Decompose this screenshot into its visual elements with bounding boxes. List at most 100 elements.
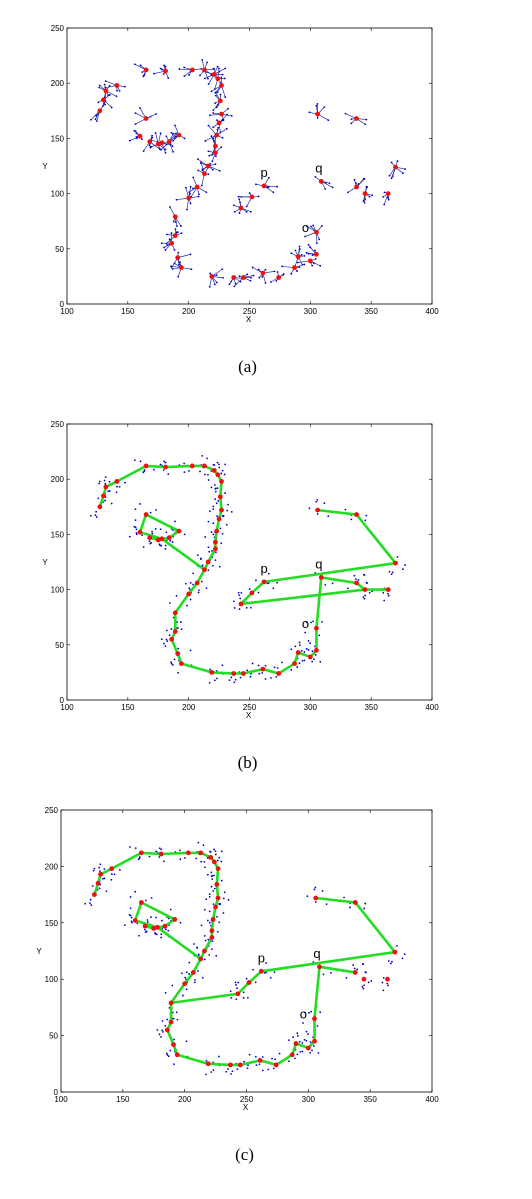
data-point bbox=[208, 546, 210, 548]
data-point bbox=[159, 1033, 161, 1035]
data-point bbox=[219, 81, 221, 83]
data-point bbox=[236, 987, 238, 989]
data-point bbox=[174, 125, 176, 127]
node-point bbox=[147, 535, 152, 540]
data-point bbox=[387, 985, 389, 987]
data-point bbox=[166, 639, 168, 641]
node-point bbox=[296, 650, 301, 655]
data-point bbox=[155, 850, 157, 852]
data-point bbox=[163, 247, 165, 249]
data-point bbox=[212, 112, 214, 114]
data-point bbox=[268, 573, 270, 575]
data-point bbox=[104, 878, 106, 880]
node-point bbox=[195, 185, 200, 190]
data-point bbox=[172, 151, 174, 153]
data-point bbox=[194, 979, 196, 981]
data-point bbox=[92, 885, 94, 887]
node-point bbox=[172, 917, 177, 922]
data-point bbox=[220, 77, 222, 79]
data-point bbox=[198, 592, 200, 594]
data-point bbox=[155, 933, 157, 935]
data-point bbox=[207, 78, 209, 80]
x-tick-label: 400 bbox=[425, 703, 439, 712]
data-point bbox=[169, 602, 171, 604]
data-point bbox=[330, 972, 332, 974]
data-point bbox=[166, 640, 168, 642]
node-point bbox=[206, 560, 211, 565]
node-point bbox=[209, 670, 214, 675]
node-point bbox=[247, 980, 252, 985]
data-point bbox=[181, 232, 183, 234]
node-point bbox=[156, 142, 161, 147]
data-point bbox=[310, 622, 312, 624]
data-point bbox=[212, 109, 214, 111]
data-point bbox=[168, 1055, 170, 1057]
data-point bbox=[265, 962, 267, 964]
data-point bbox=[177, 252, 179, 254]
node-point bbox=[260, 271, 265, 276]
data-point bbox=[215, 850, 217, 852]
data-point bbox=[296, 1053, 298, 1055]
node-point bbox=[276, 275, 281, 280]
data-point bbox=[174, 263, 176, 265]
data-point bbox=[163, 73, 165, 75]
data-point bbox=[114, 873, 116, 875]
data-point bbox=[307, 1033, 309, 1035]
data-point bbox=[183, 463, 185, 465]
data-point bbox=[160, 937, 162, 939]
path-edge bbox=[175, 594, 188, 613]
data-point bbox=[206, 587, 208, 589]
data-point bbox=[145, 900, 147, 902]
data-point bbox=[219, 170, 221, 172]
data-point bbox=[165, 928, 167, 930]
data-point bbox=[364, 595, 366, 597]
data-point bbox=[165, 249, 167, 251]
node-point bbox=[202, 464, 207, 469]
data-point bbox=[391, 162, 393, 164]
data-point bbox=[364, 202, 366, 204]
data-point bbox=[99, 85, 101, 87]
path-edge bbox=[117, 466, 146, 481]
data-point bbox=[176, 1011, 178, 1013]
node-point bbox=[231, 275, 236, 280]
data-point bbox=[225, 1071, 227, 1073]
data-point bbox=[190, 253, 192, 255]
node-point bbox=[162, 924, 167, 929]
data-point bbox=[215, 488, 217, 490]
data-point bbox=[208, 155, 210, 157]
y-tick-label: 250 bbox=[51, 24, 65, 33]
data-point bbox=[347, 191, 349, 193]
data-point bbox=[165, 645, 167, 647]
x-tick-label: 300 bbox=[302, 1095, 316, 1104]
data-point bbox=[233, 600, 235, 602]
data-point bbox=[179, 261, 181, 263]
data-point bbox=[304, 660, 306, 662]
data-point bbox=[104, 104, 106, 106]
data-point bbox=[136, 137, 138, 139]
data-point bbox=[135, 130, 137, 132]
data-point bbox=[214, 284, 216, 286]
data-point bbox=[290, 648, 292, 650]
node-point bbox=[260, 667, 265, 672]
data-point bbox=[311, 1050, 313, 1052]
data-point bbox=[354, 968, 356, 970]
data-point bbox=[106, 890, 108, 892]
data-point bbox=[185, 583, 187, 585]
panel-caption: (c) bbox=[235, 1145, 254, 1164]
data-point bbox=[89, 902, 91, 904]
data-point bbox=[383, 204, 385, 206]
data-point bbox=[272, 587, 274, 589]
data-point bbox=[149, 543, 151, 545]
data-point bbox=[209, 682, 211, 684]
data-point bbox=[209, 896, 211, 898]
data-point bbox=[226, 524, 228, 526]
y-tick-label: 100 bbox=[51, 190, 65, 199]
data-point bbox=[200, 861, 202, 863]
data-point bbox=[281, 662, 283, 664]
data-point bbox=[230, 990, 232, 992]
data-point bbox=[177, 648, 179, 650]
data-point bbox=[227, 1068, 229, 1070]
node-point bbox=[169, 1020, 174, 1025]
data-point bbox=[238, 592, 240, 594]
node-point bbox=[241, 275, 246, 280]
